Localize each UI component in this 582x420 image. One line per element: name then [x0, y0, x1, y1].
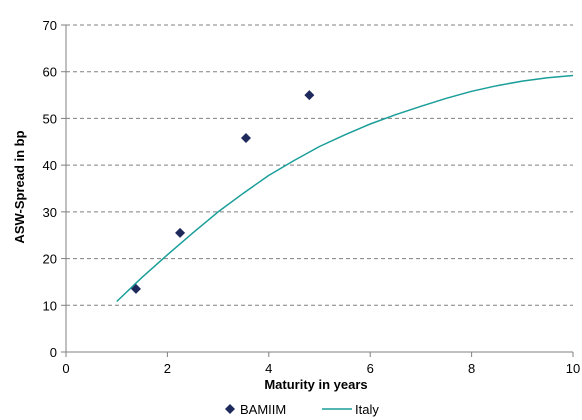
- italy-curve: [116, 74, 574, 303]
- bamiim-point-3: [304, 90, 315, 101]
- y-tick-label-20: 20: [43, 252, 57, 267]
- y-tick-label-40: 40: [43, 158, 57, 173]
- y-tick-label-10: 10: [43, 298, 57, 313]
- y-tick-label-30: 30: [43, 205, 57, 220]
- y-tick-label-70: 70: [43, 18, 57, 33]
- grid-lines: [66, 24, 573, 306]
- x-tick-label-0: 0: [62, 361, 69, 376]
- x-tick-label-10: 10: [566, 361, 580, 376]
- y-tick-label-60: 60: [43, 65, 57, 80]
- legend-bamiim-marker: [225, 404, 235, 414]
- y-axis-title: ASW-Spread in bp: [12, 130, 27, 243]
- x-tick-label-4: 4: [265, 361, 272, 376]
- x-tick-label-8: 8: [468, 361, 475, 376]
- y-tick-labels: 0 10 20 30 40 50 60 70: [43, 18, 57, 360]
- legend-bamiim-label: BAMIIM: [240, 402, 286, 417]
- bamiim-series: [130, 90, 315, 294]
- y-tick-label-0: 0: [50, 345, 57, 360]
- bamiim-point-1: [175, 227, 186, 238]
- legend-italy-label: Italy: [355, 402, 379, 417]
- y-tick-label-50: 50: [43, 111, 57, 126]
- bamiim-point-0: [130, 283, 141, 294]
- legend: BAMIIM Italy: [225, 402, 379, 417]
- x-tick-label-6: 6: [367, 361, 374, 376]
- x-axis-title: Maturity in years: [264, 377, 367, 392]
- bamiim-point-2: [240, 133, 251, 144]
- axes: [61, 24, 574, 357]
- x-tick-labels: 0 2 4 6 8 10: [62, 361, 580, 376]
- x-tick-label-2: 2: [164, 361, 171, 376]
- italy-series: [116, 74, 574, 303]
